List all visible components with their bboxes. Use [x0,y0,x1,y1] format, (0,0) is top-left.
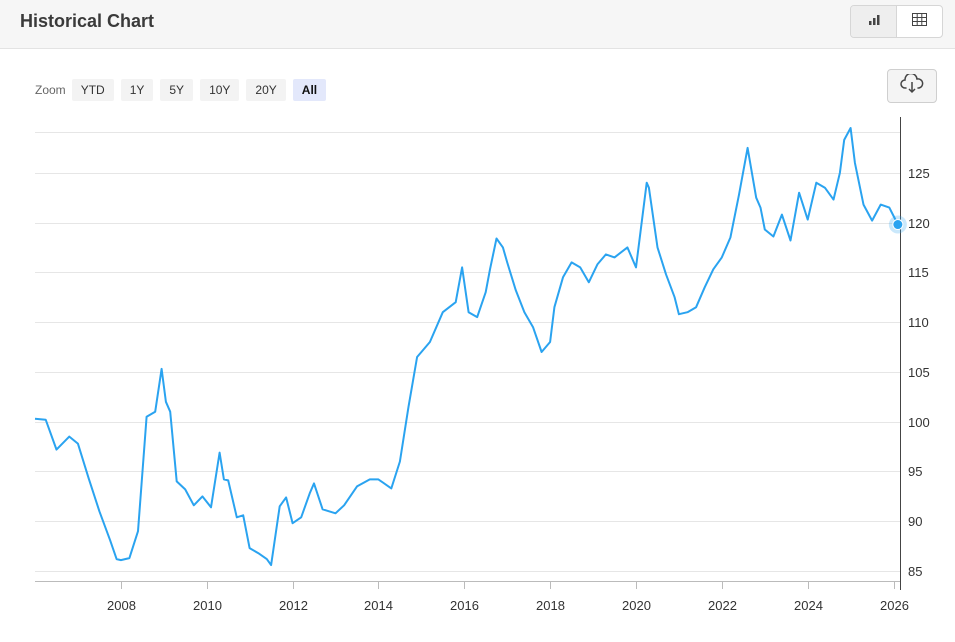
zoom-all-button[interactable]: All [292,79,327,101]
y-tick-label: 125 [908,166,930,181]
x-tick-label: 2024 [794,598,823,613]
bar-chart-icon [867,13,881,31]
chart-header: Historical Chart [0,0,955,49]
x-tick-label: 2020 [622,598,651,613]
zoom-10y-button[interactable]: 10Y [200,79,240,101]
x-tick-label: 2018 [536,598,565,613]
x-tick-label: 2008 [107,598,136,613]
x-tick-label: 2012 [279,598,308,613]
x-tick-label: 2014 [364,598,393,613]
y-tick-label: 105 [908,365,930,380]
x-tick-label: 2016 [450,598,479,613]
y-tick-label: 120 [908,216,930,231]
table-icon [912,12,927,31]
y-tick-label: 110 [908,315,929,330]
y-tick-label: 85 [908,564,922,579]
table-view-button[interactable] [897,6,942,37]
series-line [34,127,899,567]
last-value-marker [892,219,904,231]
page-title: Historical Chart [20,11,155,31]
zoom-5y-button[interactable]: 5Y [160,79,194,101]
download-button[interactable] [887,69,937,103]
y-tick-label: 100 [908,415,930,430]
zoom-20y-button[interactable]: 20Y [246,79,286,101]
x-tick-label: 2022 [708,598,737,613]
x-tick-label: 2026 [880,598,909,613]
zoom-1y-button[interactable]: 1Y [120,79,154,101]
zoom-ytd-button[interactable]: YTD [71,79,114,101]
y-tick-label: 90 [908,514,922,529]
view-mode-toggle [850,5,943,38]
x-tick-label: 2010 [193,598,222,613]
zoom-label: Zoom [35,83,66,97]
zoom-controls: Zoom YTD 1Y 5Y 10Y 20Y All [35,79,333,101]
y-tick-label: 115 [908,265,929,280]
cloud-download-icon [900,72,924,99]
y-tick-label: 95 [908,464,922,479]
chart-view-button[interactable] [851,6,897,37]
